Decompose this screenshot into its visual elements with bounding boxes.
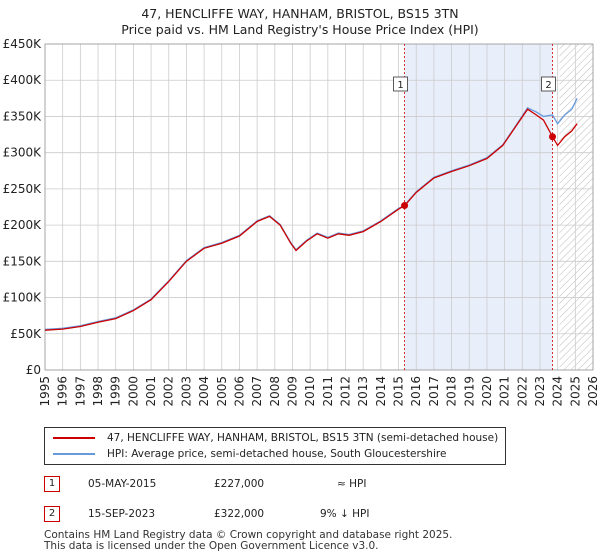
- series-line-property: [44, 108, 578, 331]
- sale-marker-1: 1: [44, 476, 60, 492]
- x-tick-label: 2005: [215, 376, 229, 407]
- y-tick-label: £150K: [3, 254, 43, 268]
- legend-swatch-hpi: [53, 453, 95, 455]
- x-tick-label: 2013: [356, 376, 370, 407]
- y-tick-label: £50K: [10, 327, 42, 341]
- x-tick-label: 1996: [56, 376, 70, 407]
- sale-hpi-relation-2: 9% ↓ HPI: [320, 508, 370, 520]
- sale-hpi-relation-1: ≈ HPI: [337, 478, 367, 490]
- chart-marker-box-2: [541, 76, 556, 92]
- chart-subtitle: Price paid vs. HM Land Registry's House …: [121, 22, 479, 37]
- footer: Contains HM Land Registry data © Crown c…: [44, 530, 452, 552]
- chart-title: 47, HENCLIFFE WAY, HANHAM, BRISTOL, BS15…: [141, 6, 459, 21]
- x-tick-label: 2021: [498, 376, 512, 407]
- sale-price-1: £227,000: [214, 478, 265, 490]
- legend-label-property: 47, HENCLIFFE WAY, HANHAM, BRISTOL, BS15…: [107, 432, 499, 444]
- x-tick-label: 2026: [586, 376, 600, 407]
- x-tick-label: 1997: [73, 376, 87, 407]
- x-tick-label: 2011: [321, 376, 335, 407]
- x-tick-label: 2007: [250, 376, 264, 407]
- x-tick-label: 2009: [285, 376, 299, 407]
- x-tick-label: 2002: [162, 376, 176, 407]
- x-tick-label: 2004: [197, 376, 211, 407]
- x-tick-label: 1999: [109, 376, 123, 407]
- chart-marker-box-1: [393, 76, 408, 92]
- x-tick-label: 1998: [91, 376, 105, 407]
- x-tick-label: 2025: [568, 376, 582, 407]
- x-tick-label: 2023: [533, 376, 547, 407]
- x-tick-label: 2018: [445, 376, 459, 407]
- x-tick-label: 1995: [38, 376, 52, 407]
- y-tick-label: £350K: [3, 109, 43, 123]
- x-tick-label: 2000: [126, 376, 140, 407]
- sale-marker-2: 2: [44, 506, 60, 522]
- legend-swatch-property: [53, 437, 95, 439]
- chart-marker-label-1: 1: [397, 80, 403, 91]
- y-tick-label: £0: [26, 363, 41, 377]
- x-tick-label: 2014: [374, 376, 388, 407]
- x-tick-label: 2017: [427, 376, 441, 407]
- x-tick-label: 2010: [303, 376, 317, 407]
- y-tick-label: £200K: [3, 218, 43, 232]
- y-tick-label: £250K: [3, 182, 43, 196]
- x-tick-label: 2016: [409, 376, 423, 407]
- sale-point-2: [549, 133, 557, 141]
- legend-label-hpi: HPI: Average price, semi-detached house,…: [107, 448, 447, 460]
- sale-point-1: [401, 202, 409, 210]
- price-chart: £0 £50K £100K £150K £200K £250K £300K £350K £400…: [3, 37, 600, 407]
- sale-period-shade: [404, 44, 553, 370]
- x-tick-label: 2019: [462, 376, 476, 407]
- y-tick-label: £400K: [3, 73, 43, 87]
- x-tick-label: 2006: [232, 376, 246, 407]
- chart-marker-label-2: 2: [545, 80, 551, 91]
- legend-item-property: 47, HENCLIFFE WAY, HANHAM, BRISTOL, BS15…: [53, 431, 498, 445]
- plot-area: [44, 43, 594, 371]
- x-tick-label: 2020: [480, 376, 494, 407]
- x-tick-label: 2024: [551, 376, 565, 407]
- y-tick-label: £300K: [3, 146, 43, 160]
- y-tick-label: £450K: [3, 37, 43, 51]
- x-tick-label: 2015: [392, 376, 406, 407]
- x-tick-label: 2001: [144, 376, 158, 407]
- legend-item-hpi: HPI: Average price, semi-detached house,…: [53, 447, 446, 461]
- y-tick-label: £100K: [3, 291, 43, 305]
- sale-date-2: 15-SEP-2023: [88, 508, 156, 520]
- sale-price-2: £322,000: [214, 508, 265, 520]
- x-tick-label: 2012: [339, 376, 353, 407]
- sale-date-1: 05-MAY-2015: [88, 478, 157, 490]
- footer-copyright: Contains HM Land Registry data © Crown c…: [44, 529, 453, 541]
- forecast-hatch: [559, 44, 593, 370]
- x-tick-label: 2003: [179, 376, 193, 407]
- x-tick-label: 2022: [515, 376, 529, 407]
- legend: 47, HENCLIFFE WAY, HANHAM, BRISTOL, BS15…: [44, 427, 506, 465]
- footer-licence: This data is licensed under the Open Gov…: [44, 540, 379, 552]
- x-tick-label: 2008: [268, 376, 282, 407]
